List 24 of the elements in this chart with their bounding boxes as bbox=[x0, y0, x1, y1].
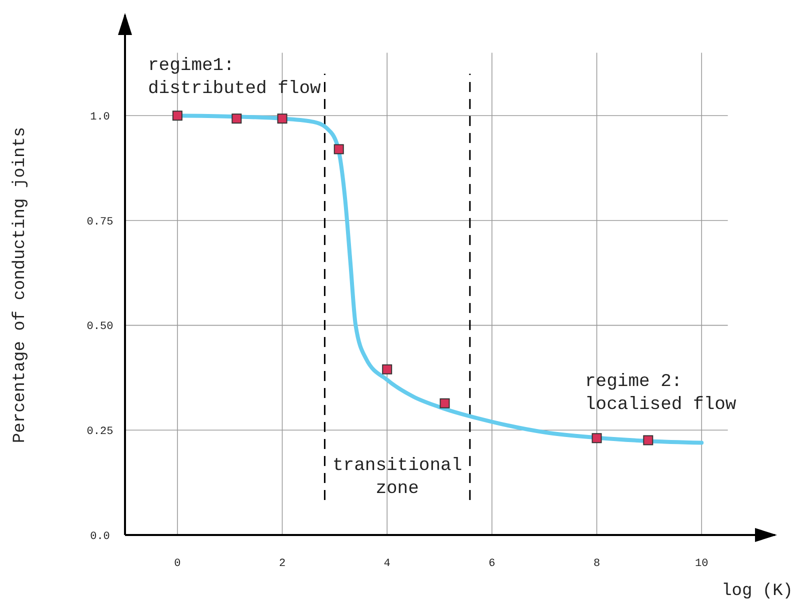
x-tick-label: 2 bbox=[278, 558, 286, 570]
annotation: transitional zone bbox=[332, 456, 462, 499]
x-tick-label: 6 bbox=[488, 558, 496, 570]
point bbox=[232, 114, 242, 124]
point bbox=[592, 433, 602, 444]
point bbox=[440, 398, 450, 408]
point bbox=[277, 114, 288, 124]
y-tick-label: 0.50 bbox=[86, 321, 114, 334]
x-tick-label: 8 bbox=[593, 558, 600, 570]
y-tick-label: 0.0 bbox=[90, 530, 110, 543]
y-tick-label: 1.0 bbox=[90, 111, 110, 124]
y-tick-label: 0.25 bbox=[86, 426, 114, 438]
y-tick-label: 0.75 bbox=[86, 216, 114, 228]
y-axis-title: Percentage of conducting joints bbox=[11, 126, 30, 444]
x-tick-label: 4 bbox=[384, 558, 391, 570]
x-tick-label: 0 bbox=[174, 558, 181, 570]
point bbox=[334, 144, 344, 154]
x-tick-label: 10 bbox=[695, 558, 708, 570]
point bbox=[643, 435, 654, 446]
annotation: regime 2: localised flow bbox=[585, 372, 736, 415]
point bbox=[172, 110, 182, 121]
x-axis-title: log (K) bbox=[722, 582, 793, 601]
point bbox=[382, 364, 392, 374]
annotation: regime1: distributed flow bbox=[148, 56, 322, 99]
